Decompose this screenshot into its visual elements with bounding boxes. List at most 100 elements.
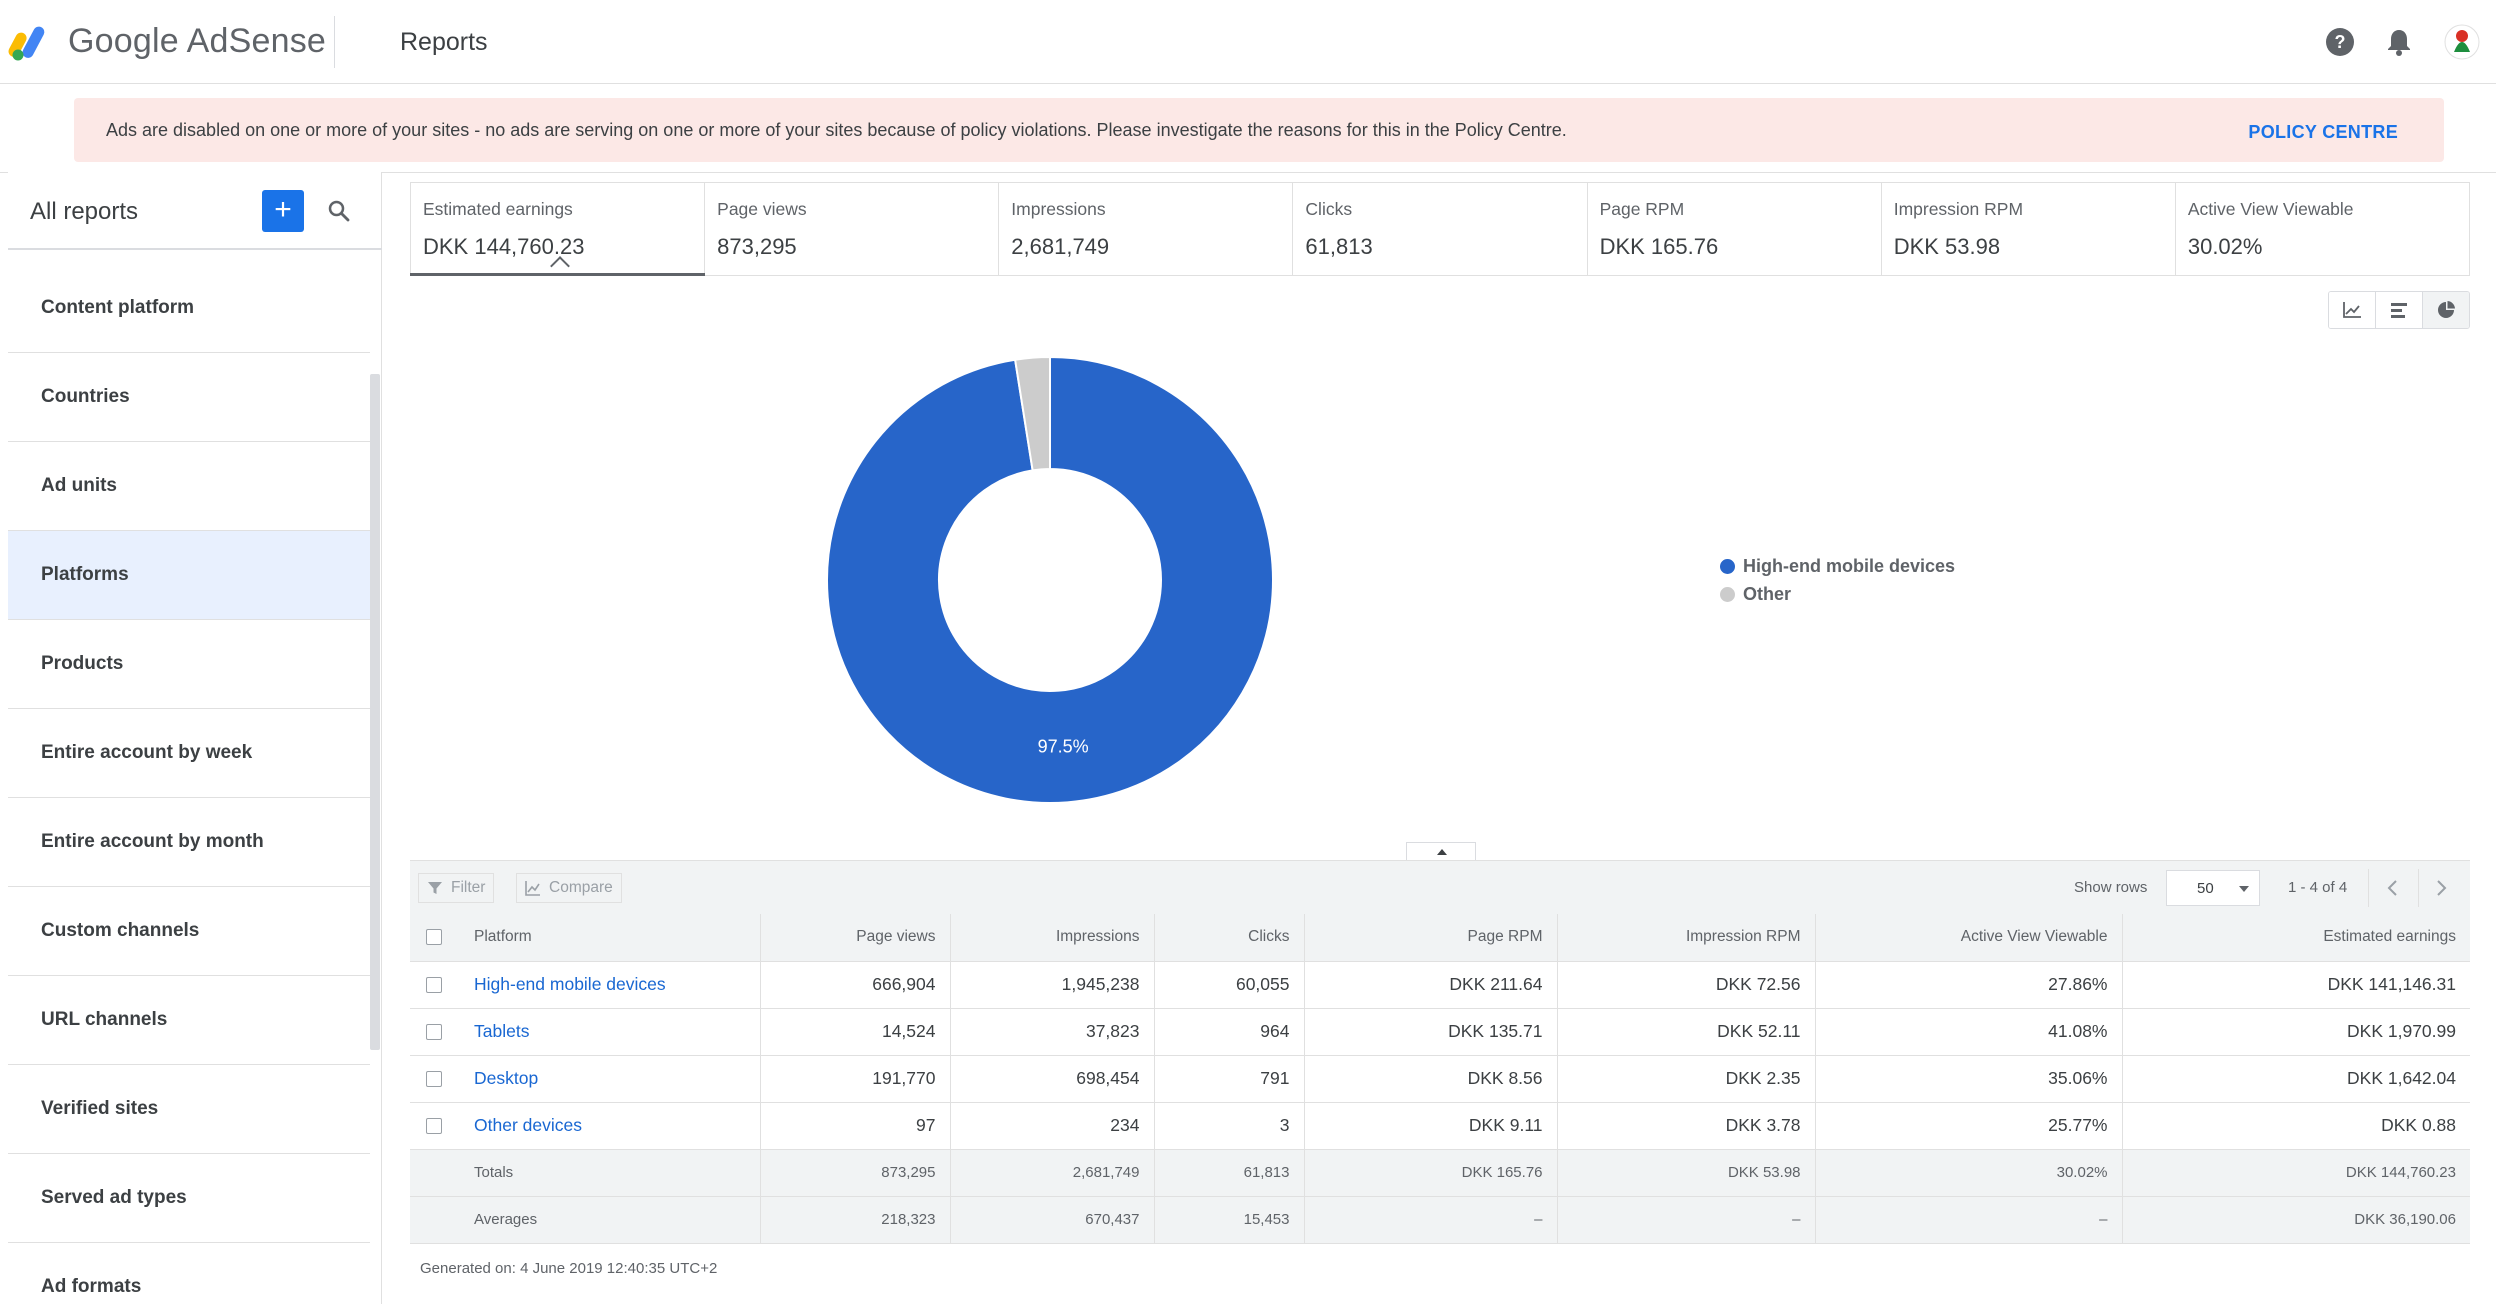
- legend-item-other[interactable]: Other: [1720, 580, 1955, 608]
- row-checkbox[interactable]: [426, 1071, 442, 1088]
- legend-swatch: [1720, 586, 1735, 602]
- metric-clicks[interactable]: Clicks 61,813: [1293, 183, 1588, 275]
- metric-estimated-earnings[interactable]: Estimated earnings DKK 144,760.23: [409, 183, 706, 276]
- metric-impression-rpm[interactable]: Impression RPM DKK 53.98: [1882, 183, 2176, 275]
- logo-text[interactable]: Google AdSense: [68, 22, 326, 60]
- metric-impressions[interactable]: Impressions 2,681,749: [999, 183, 1294, 275]
- metric-value: DKK 144,760.23: [423, 234, 585, 259]
- show-rows-label: Show rows: [2074, 879, 2148, 896]
- averages-row: Averages 218,323 670,437 15,453 – – – DK…: [410, 1196, 2470, 1244]
- cell-impressions: 1,945,238: [950, 961, 1155, 1009]
- previous-page-button[interactable]: [2368, 869, 2414, 907]
- donut-slice-other[interactable]: [1013, 355, 1051, 472]
- bar-chart-toggle[interactable]: [2376, 292, 2423, 328]
- totals-label: Totals: [458, 1149, 761, 1197]
- platforms-table: Platform Page views Impressions Clicks P…: [410, 914, 2470, 1244]
- metric-label: Active View Viewable: [2187, 199, 2354, 219]
- metric-label: Page RPM: [1599, 199, 1685, 219]
- platforms-donut-chart: 97.5%: [826, 355, 1274, 804]
- column-header-active-view[interactable]: Active View Viewable: [1815, 914, 2123, 962]
- column-header-estimated-earnings[interactable]: Estimated earnings: [2122, 914, 2470, 962]
- help-icon[interactable]: ?: [2324, 26, 2356, 58]
- metric-label: Clicks: [1305, 199, 1353, 219]
- row-checkbox[interactable]: [426, 1118, 442, 1135]
- cell-impressions: 37,823: [950, 1008, 1155, 1056]
- avg-estimated-earnings: DKK 36,190.06: [2122, 1196, 2470, 1244]
- column-header-impressions[interactable]: Impressions: [950, 914, 1155, 962]
- notifications-icon[interactable]: [2383, 26, 2415, 58]
- donut-slice-high-end-mobile-devices[interactable]: [826, 355, 1274, 804]
- chevron-right-icon: [2436, 880, 2446, 896]
- sidebar-item-verified-sites[interactable]: Verified sites: [8, 1065, 370, 1154]
- platform-link[interactable]: Tablets: [458, 1008, 761, 1056]
- next-page-button[interactable]: [2418, 869, 2464, 907]
- avatar[interactable]: [2444, 24, 2480, 60]
- row-checkbox[interactable]: [426, 1024, 442, 1041]
- cell-estimated-earnings: DKK 1,970.99: [2122, 1008, 2470, 1056]
- sidebar-item-account-by-week[interactable]: Entire account by week: [8, 709, 370, 798]
- sidebar-item-countries[interactable]: Countries: [8, 353, 370, 442]
- column-header-impression-rpm[interactable]: Impression RPM: [1557, 914, 1816, 962]
- chart-legend: High-end mobile devices Other: [1720, 552, 1955, 608]
- pie-chart-toggle[interactable]: [2423, 292, 2469, 328]
- sidebar-item-custom-channels[interactable]: Custom channels: [8, 887, 370, 976]
- sidebar-item-account-by-month[interactable]: Entire account by month: [8, 798, 370, 887]
- row-checkbox[interactable]: [426, 977, 442, 994]
- cell-page-views: 666,904: [760, 961, 951, 1009]
- line-chart-toggle[interactable]: [2329, 292, 2376, 328]
- sidebar-item-ad-units[interactable]: Ad units: [8, 442, 370, 531]
- avg-page-rpm: –: [1304, 1196, 1558, 1244]
- add-report-button[interactable]: +: [262, 190, 304, 232]
- column-header-clicks[interactable]: Clicks: [1154, 914, 1305, 962]
- totals-row: Totals 873,295 2,681,749 61,813 DKK 165.…: [410, 1149, 2470, 1197]
- reports-sidebar: All reports + Content platform Countries…: [8, 172, 382, 1304]
- sidebar-item-url-channels[interactable]: URL channels: [8, 976, 370, 1065]
- metric-active-view-viewable[interactable]: Active View Viewable 30.02%: [2176, 183, 2469, 275]
- select-all-checkbox[interactable]: [426, 929, 442, 946]
- sidebar-item-content-platform[interactable]: Content platform: [8, 264, 370, 353]
- platform-link[interactable]: High-end mobile devices: [458, 961, 761, 1009]
- metric-value: DKK 165.76: [1599, 234, 1719, 259]
- sidebar-scrollbar[interactable]: [370, 374, 380, 1050]
- rows-per-page-select[interactable]: 50: [2166, 870, 2260, 906]
- metric-label: Estimated earnings: [423, 199, 573, 219]
- avg-active-view: –: [1815, 1196, 2123, 1244]
- collapse-chart-button[interactable]: [1406, 842, 1476, 860]
- cell-estimated-earnings: DKK 141,146.31: [2122, 961, 2470, 1009]
- table-row: Desktop 191,770 698,454 791 DKK 8.56 DKK…: [410, 1055, 2470, 1103]
- metric-value: 30.02%: [2187, 234, 2263, 259]
- column-header-page-rpm[interactable]: Page RPM: [1304, 914, 1558, 962]
- search-icon[interactable]: [326, 198, 352, 224]
- metric-page-rpm[interactable]: Page RPM DKK 165.76: [1588, 183, 1882, 275]
- table-toolbar: Filter Compare Show rows 50 1 - 4 of 4: [410, 860, 2470, 914]
- legend-label: High-end mobile devices: [1743, 555, 1956, 576]
- divider: [0, 172, 2496, 173]
- legend-item-high-end-mobile[interactable]: High-end mobile devices: [1720, 552, 1955, 580]
- metric-label: Impression RPM: [1893, 199, 2024, 219]
- compare-button[interactable]: Compare: [516, 873, 622, 903]
- sidebar-item-platforms[interactable]: Platforms: [8, 531, 370, 620]
- adsense-logo-icon[interactable]: [8, 22, 56, 62]
- column-header-page-views[interactable]: Page views: [760, 914, 951, 962]
- summary-spacer: [410, 1149, 458, 1197]
- total-page-views: 873,295: [760, 1149, 951, 1197]
- slice-data-label: 97.5%: [1038, 736, 1089, 756]
- table-row: High-end mobile devices 666,904 1,945,23…: [410, 961, 2470, 1009]
- cell-impression-rpm: DKK 72.56: [1557, 961, 1816, 1009]
- sidebar-item-products[interactable]: Products: [8, 620, 370, 709]
- bar-chart-icon: [2391, 303, 2407, 318]
- policy-centre-link[interactable]: POLICY CENTRE: [2248, 122, 2398, 142]
- banner-text: Ads are disabled on one or more of your …: [106, 120, 1567, 140]
- total-clicks: 61,813: [1154, 1149, 1305, 1197]
- sidebar-item-served-ad-types[interactable]: Served ad types: [8, 1154, 370, 1243]
- cell-clicks: 3: [1154, 1102, 1305, 1150]
- platform-link[interactable]: Desktop: [458, 1055, 761, 1103]
- cell-active-view: 35.06%: [1815, 1055, 2123, 1103]
- sidebar-item-ad-formats[interactable]: Ad formats: [8, 1243, 370, 1304]
- platform-link[interactable]: Other devices: [458, 1102, 761, 1150]
- cell-active-view: 41.08%: [1815, 1008, 2123, 1056]
- metric-page-views[interactable]: Page views 873,295: [705, 183, 1000, 275]
- filter-button[interactable]: Filter: [418, 873, 495, 903]
- cell-page-views: 191,770: [760, 1055, 951, 1103]
- column-header-platform[interactable]: Platform: [458, 914, 761, 962]
